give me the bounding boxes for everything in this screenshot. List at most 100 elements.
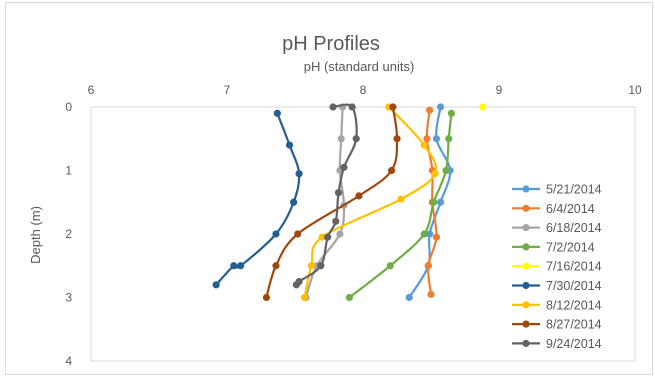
legend-label: 9/24/2014 xyxy=(546,337,602,351)
data-point xyxy=(348,103,356,111)
data-point xyxy=(285,141,294,149)
data-point xyxy=(442,166,450,175)
legend-item: 7/30/2014 xyxy=(512,279,602,293)
y-tick-label: 3 xyxy=(65,291,72,305)
data-point xyxy=(420,141,428,149)
data-point xyxy=(292,281,300,289)
x-axis-title: pH (standard units) xyxy=(304,59,415,74)
data-point xyxy=(272,262,280,270)
legend-item: 7/16/2014 xyxy=(512,260,602,274)
legend-swatch-marker xyxy=(522,243,530,251)
x-tick-label: 10 xyxy=(628,83,642,97)
legend-swatch-marker xyxy=(522,204,530,212)
data-point xyxy=(431,170,439,178)
data-point xyxy=(318,233,326,241)
data-point xyxy=(332,217,340,225)
data-point xyxy=(334,189,343,197)
data-point xyxy=(290,198,298,206)
data-point xyxy=(329,103,337,111)
legend-label: 8/12/2014 xyxy=(546,298,602,312)
data-point xyxy=(337,135,345,143)
legend-swatch-marker xyxy=(522,224,530,232)
data-point xyxy=(272,230,280,238)
series-7-30-2014 xyxy=(212,109,303,289)
data-point xyxy=(389,103,397,111)
legend-label: 6/18/2014 xyxy=(546,221,602,235)
data-point xyxy=(432,135,441,143)
data-point xyxy=(340,163,348,171)
data-point xyxy=(317,262,325,270)
data-point xyxy=(436,198,445,206)
data-point xyxy=(273,109,281,117)
data-point xyxy=(430,198,438,206)
data-point xyxy=(424,262,432,270)
legend-item: 6/4/2014 xyxy=(512,202,595,216)
series-7-2-2014 xyxy=(345,109,455,302)
legend-swatch-marker xyxy=(522,301,530,309)
x-tick-label: 7 xyxy=(224,83,231,97)
data-point xyxy=(386,262,394,270)
x-tick-label: 8 xyxy=(360,83,367,97)
legend-label: 6/4/2014 xyxy=(546,202,595,216)
legend-item: 8/12/2014 xyxy=(512,298,602,312)
series-9-24-2014 xyxy=(292,103,360,289)
data-point xyxy=(336,230,344,238)
legend-item: 8/27/2014 xyxy=(512,318,602,332)
legend-swatch-marker xyxy=(522,262,530,270)
data-point xyxy=(397,195,405,203)
legend-swatch-marker xyxy=(522,339,530,347)
data-point xyxy=(352,135,360,143)
data-point xyxy=(345,293,353,302)
data-point xyxy=(405,293,413,302)
series-line xyxy=(303,106,438,298)
data-point xyxy=(393,135,401,143)
legend-swatch-marker xyxy=(522,320,530,328)
series-line xyxy=(215,112,301,286)
x-tick-label: 6 xyxy=(88,83,95,97)
data-point xyxy=(300,293,309,302)
legend-item: 5/21/2014 xyxy=(512,183,602,197)
data-point xyxy=(324,233,332,241)
data-point xyxy=(307,262,315,270)
series-layer xyxy=(212,103,487,302)
legend-item: 6/18/2014 xyxy=(512,221,602,235)
legend-label: 5/21/2014 xyxy=(546,183,602,197)
data-point xyxy=(212,281,220,289)
data-point xyxy=(262,293,271,302)
y-tick-label: 4 xyxy=(65,354,72,368)
legend: 5/21/2014 6/4/2014 6/18/2014 7/2/2014 7/16/2… xyxy=(512,183,602,351)
data-point xyxy=(432,233,441,241)
series-7-16-2014 xyxy=(479,103,487,111)
y-tick-label: 1 xyxy=(65,164,72,178)
y-axis-title: Depth (m) xyxy=(28,206,43,264)
data-point xyxy=(355,192,363,200)
data-point xyxy=(479,103,487,111)
data-point xyxy=(436,103,445,111)
axes-layer: 6 7 8 9 10 0 1 2 3 4 xyxy=(65,83,642,368)
series-8-27-2014 xyxy=(262,103,401,302)
legend-item: 9/24/2014 xyxy=(512,337,602,351)
data-point xyxy=(230,262,238,270)
data-point xyxy=(387,166,396,175)
legend-label: 7/16/2014 xyxy=(546,260,602,274)
legend-label: 7/30/2014 xyxy=(546,279,602,293)
y-tick-label: 2 xyxy=(65,227,72,241)
chart-title: pH Profiles xyxy=(282,33,380,55)
legend-label: 8/27/2014 xyxy=(546,318,602,332)
data-point xyxy=(426,106,434,114)
legend-item: 7/2/2014 xyxy=(512,240,595,254)
data-point xyxy=(427,290,435,298)
legend-swatch-marker xyxy=(522,185,530,193)
legend-swatch-marker xyxy=(522,281,530,290)
series-8-12-2014 xyxy=(300,103,439,302)
y-tick-label: 0 xyxy=(65,100,72,114)
data-point xyxy=(447,109,455,117)
data-point xyxy=(295,170,303,178)
data-point xyxy=(294,230,302,238)
plot-area-border xyxy=(90,107,636,362)
series-line xyxy=(295,103,358,286)
data-point xyxy=(426,230,434,238)
data-point xyxy=(420,230,428,238)
x-tick-label: 9 xyxy=(496,83,503,97)
data-point xyxy=(423,135,431,143)
